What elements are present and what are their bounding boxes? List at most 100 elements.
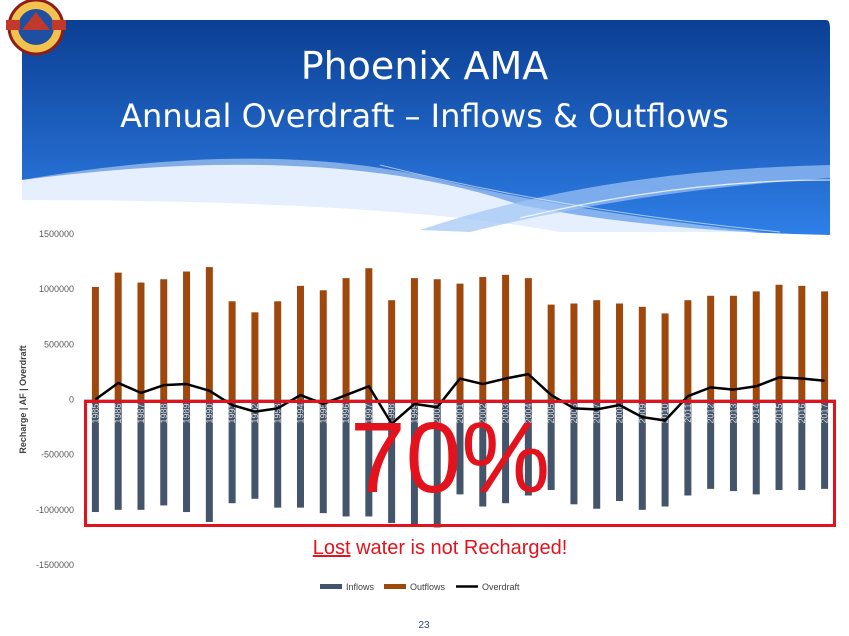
x-tick-label: 2000	[432, 404, 442, 424]
inflows-bar	[524, 399, 532, 496]
x-tick-label: 1988	[159, 404, 169, 424]
inflows-bar	[502, 399, 510, 504]
inflows-bar	[342, 399, 350, 517]
inflows-bar	[365, 399, 373, 517]
slide-subtitle: Annual Overdraft – Inflows & Outflows	[120, 97, 729, 135]
outflows-bar	[205, 267, 213, 400]
x-tick-label: 2002	[478, 404, 488, 424]
y-axis-label: Recharge | AF | Overdraft	[18, 345, 28, 453]
outflows-bar	[547, 304, 555, 400]
callout-note-text: water is not Recharged!	[350, 537, 568, 559]
inflows-bar	[547, 399, 555, 490]
inflows-bar	[137, 399, 145, 510]
outflows-bar	[410, 278, 418, 400]
inflows-bar	[616, 399, 624, 502]
callout-note-emphasis: Lost	[312, 537, 351, 559]
x-tick-label: 2012	[706, 404, 716, 424]
outflows-bar	[729, 295, 737, 400]
outflows-bar	[616, 303, 624, 400]
x-tick-label: 2016	[797, 404, 807, 424]
outflows-bar	[661, 313, 669, 400]
inflows-bar	[183, 399, 191, 513]
inflows-bar	[228, 399, 236, 504]
x-tick-label: 2010	[660, 404, 670, 424]
legend-outflows-label: Outflows	[410, 582, 446, 592]
outflows-bar	[365, 268, 373, 400]
x-tick-label: 1997	[364, 404, 374, 424]
outflows-bar	[274, 301, 282, 400]
outflows-bar	[228, 301, 236, 400]
inflows-bar	[570, 399, 578, 505]
outflows-bar	[91, 286, 99, 400]
x-tick-label: 1995	[318, 404, 328, 424]
inflows-bar	[479, 399, 487, 507]
x-tick-label: 1986	[113, 404, 123, 424]
x-tick-label: 1992	[250, 404, 260, 424]
inflows-bar	[433, 399, 441, 528]
y-tick-label: -1000000	[36, 505, 74, 515]
outflows-bar	[775, 284, 783, 400]
y-tick-label: -500000	[41, 450, 74, 460]
x-tick-label: 1987	[136, 404, 146, 424]
x-tick-label: 1993	[273, 404, 283, 424]
outflows-bar	[524, 278, 532, 400]
outflows-bar	[319, 290, 327, 400]
adwr-logo	[6, 0, 66, 56]
inflows-bar	[821, 399, 829, 489]
inflows-bar	[456, 399, 464, 495]
callout-note: Lost water is not Recharged!	[260, 537, 620, 560]
outflows-bar	[433, 279, 441, 400]
x-tick-label: 2001	[455, 404, 465, 424]
outflows-bar	[821, 291, 829, 400]
inflows-bar	[593, 399, 601, 509]
overdraft-chart: 1500000 1000000 500000 0 -500000 -1000000 -150…	[18, 229, 836, 592]
x-tick-label: 1991	[227, 404, 237, 424]
x-tick-label: 2006	[569, 404, 579, 424]
inflows-bar	[775, 399, 783, 490]
x-tick-label: 2013	[728, 404, 738, 424]
x-tick-label: 2008	[615, 404, 625, 424]
x-tick-label: 1999	[409, 404, 419, 424]
inflows-bar	[752, 399, 760, 495]
outflows-bar	[183, 271, 191, 400]
x-tick-label: 1989	[182, 404, 192, 424]
y-tick-label: -1500000	[36, 560, 74, 570]
outflows-bar	[570, 303, 578, 400]
y-tick-label: 500000	[44, 339, 74, 349]
x-tick-label: 1990	[204, 404, 214, 424]
x-tick-label: 1998	[387, 404, 397, 424]
page-number: 23	[418, 620, 430, 631]
inflows-bar	[274, 399, 282, 508]
x-tick-label: 1985	[90, 404, 100, 424]
title-banner	[22, 20, 831, 235]
outflows-bar	[114, 272, 122, 400]
slide-title: Phoenix AMA	[300, 44, 549, 88]
outflows-bar	[160, 279, 168, 400]
overdraft-line	[94, 372, 825, 426]
y-tick-label: 1500000	[39, 229, 74, 239]
x-tick-label: 2017	[820, 404, 830, 424]
x-tick-label: 2005	[546, 404, 556, 424]
inflows-bar	[388, 399, 396, 524]
inflows-bar	[251, 399, 259, 499]
inflows-bar	[410, 399, 418, 526]
inflows-bar	[319, 399, 327, 514]
inflows-bar	[707, 399, 715, 489]
x-tick-label: 2015	[774, 404, 784, 424]
outflows-bar	[388, 300, 396, 400]
outflows-bar	[342, 278, 350, 400]
legend-inflows-label: Inflows	[346, 582, 375, 592]
outflows-bar	[798, 285, 806, 400]
outflows-bar	[479, 277, 487, 400]
outflows-bar	[296, 285, 304, 400]
inflows-bar	[205, 399, 213, 522]
y-tick-label: 1000000	[39, 284, 74, 294]
inflows-bar	[661, 399, 669, 507]
x-tick-label: 1994	[295, 404, 305, 424]
legend-outflows-swatch	[384, 584, 406, 589]
outflows-bar	[638, 306, 646, 400]
x-tick-label: 1996	[341, 404, 351, 424]
callout-percent: 70%	[350, 402, 551, 514]
outflows-bar	[707, 295, 715, 400]
x-tick-label: 2014	[751, 404, 761, 424]
